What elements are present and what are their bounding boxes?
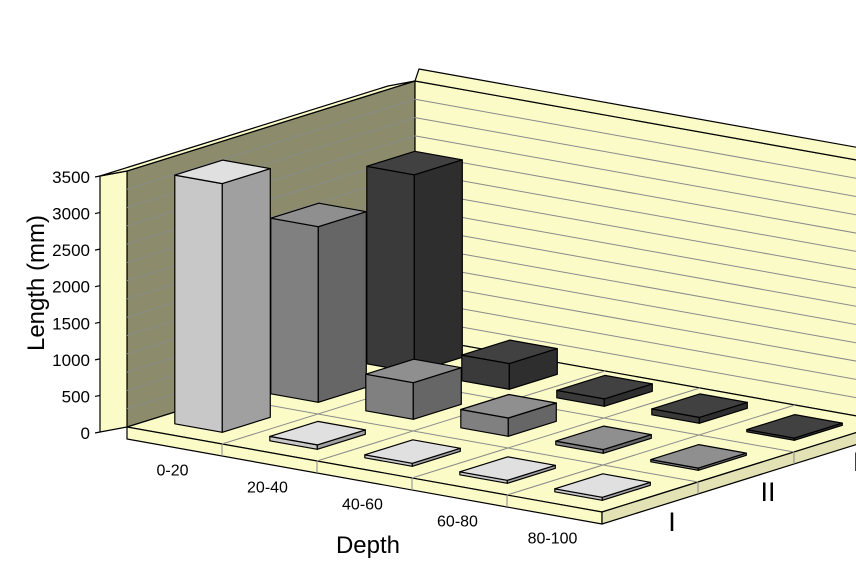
left-wall-top: [99, 80, 416, 177]
category-label: 80-100: [528, 531, 578, 548]
category-label: 40-60: [342, 497, 383, 514]
back-gridline: [414, 318, 856, 399]
bar-top-face: [461, 339, 558, 365]
bar-top-face: [270, 202, 367, 228]
bar-III-40-60: [556, 374, 653, 407]
y-tick: [94, 431, 101, 434]
y-tick: [94, 211, 101, 215]
bar-top-face: [555, 425, 652, 451]
floor-gridline: [222, 396, 699, 483]
back-gridline: [414, 281, 856, 362]
y-tick-label: 500: [62, 387, 90, 406]
series-label: III: [853, 447, 856, 477]
bar-top-face: [651, 393, 748, 418]
y-tick-label: 0: [81, 424, 90, 443]
bar-III-0-20: [366, 150, 463, 373]
bar-III-80-100: [746, 414, 843, 441]
bar-front-face: [366, 165, 415, 373]
bar-I-80-100: [554, 473, 651, 501]
y-tick: [94, 321, 101, 324]
category-label: 0-20: [156, 463, 188, 480]
bar-top-face: [174, 159, 271, 185]
back-gridline: [414, 208, 856, 289]
category-label: 20-40: [247, 480, 288, 497]
bar-front-face: [270, 217, 319, 403]
back-wall-top: [414, 68, 856, 161]
bar-top-face: [459, 456, 556, 481]
bar-front-face: [174, 174, 223, 433]
y-tick-label: 2000: [52, 278, 90, 297]
bar-top-face: [460, 393, 557, 419]
bar-side-face: [317, 211, 367, 403]
y-tick: [94, 394, 101, 398]
y-tick: [94, 285, 101, 288]
back-gridline: [414, 98, 856, 179]
x-axis-title: Depth: [336, 532, 400, 559]
bar-II-80-100: [650, 444, 747, 471]
bar-top-face: [269, 420, 366, 446]
y-tick-label: 3500: [52, 168, 90, 187]
left-wall-edge: [99, 170, 128, 433]
chart-bars: [174, 150, 843, 501]
back-gridline: [414, 171, 856, 252]
left-gridline: [126, 98, 416, 190]
back-gridline: [414, 245, 856, 325]
series-label: I: [668, 507, 676, 537]
bar-top-face: [556, 374, 653, 400]
back-gridline: [414, 226, 856, 307]
back-gridline: [414, 263, 856, 344]
bar-side-face: [413, 159, 463, 373]
bar-top-face: [650, 444, 747, 469]
floor-gridline: [506, 404, 796, 496]
bar-II-0-20: [270, 202, 367, 403]
bar-II-20-40: [365, 358, 462, 420]
series-label: II: [760, 477, 775, 507]
bar-II-60-80: [555, 425, 652, 454]
bar-I-20-40: [269, 420, 366, 450]
chart-labels: 0 500 1000 1500 2000 2500 3000 3500 0-20 20-40 40-…: [52, 168, 856, 548]
bar-top-face: [746, 414, 843, 439]
bar-I-40-60: [364, 439, 461, 467]
bar-top-face: [364, 439, 461, 464]
back-gridline: [414, 190, 856, 271]
bar-III-60-80: [651, 393, 748, 424]
bar-top-face: [366, 150, 463, 176]
bar-side-face: [221, 168, 271, 433]
bar-III-20-40: [461, 339, 558, 390]
bar-top-face: [365, 358, 462, 384]
y-tick: [94, 358, 101, 361]
y-axis-title: Length (mm): [23, 215, 50, 351]
bar-II-40-60: [460, 393, 557, 437]
y-tick-label: 2500: [52, 241, 90, 260]
y-tick-label: 1000: [52, 351, 90, 370]
bar-top-face: [554, 473, 651, 498]
y-tick-label: 3000: [52, 205, 90, 224]
back-gridline: [414, 135, 856, 216]
back-gridline: [414, 117, 856, 197]
y-tick: [94, 175, 101, 178]
y-tick-label: 1500: [52, 314, 90, 333]
bar-I-0-20: [174, 159, 271, 433]
category-label: 60-80: [437, 514, 478, 531]
bar-I-60-80: [459, 456, 556, 484]
back-gridline: [414, 153, 856, 234]
back-gridline: [414, 299, 856, 380]
y-tick: [94, 248, 101, 251]
floor-gridline: [411, 387, 701, 479]
